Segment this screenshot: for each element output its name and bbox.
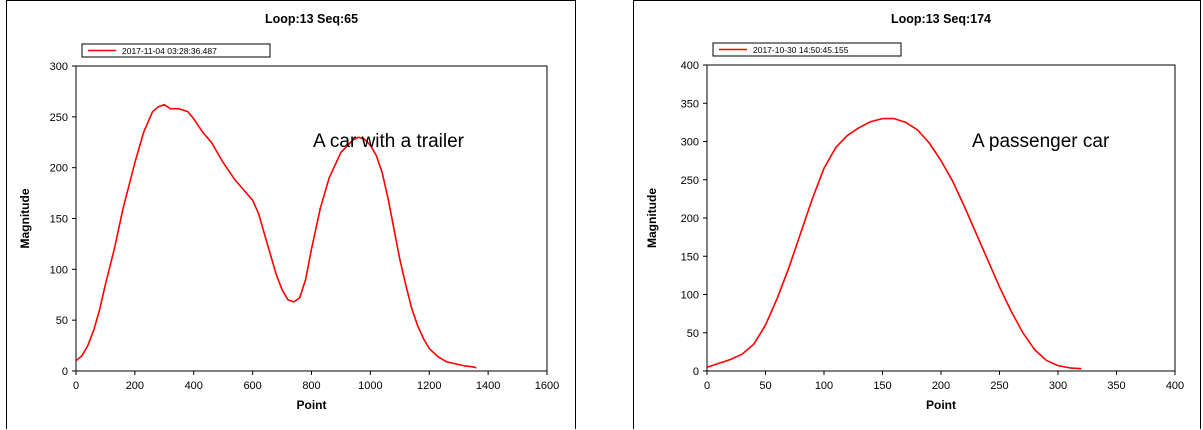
x-tick-label: 350 [1107, 380, 1125, 392]
y-tick-label: 100 [50, 264, 68, 276]
y-tick-label: 0 [62, 366, 68, 378]
y-tick-label: 100 [681, 290, 699, 302]
x-tick-label: 1400 [476, 380, 500, 392]
y-tick-label: 400 [681, 60, 699, 72]
y-axis-label: Magnitude [645, 188, 659, 248]
chart-title: Loop:13 Seq:174 [891, 12, 991, 26]
legend-box [712, 42, 902, 57]
x-tick-label: 400 [1166, 380, 1184, 392]
x-axis-label: Point [926, 398, 956, 412]
y-tick-label: 250 [681, 175, 699, 187]
x-tick-label: 1000 [358, 380, 382, 392]
chart-panel-right: Loop:13 Seq:174 0 50 100 150 200 250 300 350 400 0… [633, 0, 1201, 429]
y-tick-label: 150 [681, 251, 699, 263]
y-axis-label: Magnitude [18, 188, 32, 248]
y-tick-label: 300 [50, 61, 68, 73]
x-tick-label: 0 [704, 380, 710, 392]
x-tick-label: 150 [873, 380, 891, 392]
y-tick-label: 300 [681, 137, 699, 149]
chart-annotation: A car with a trailer [313, 131, 465, 152]
series-line [75, 103, 477, 369]
x-tick-label: 800 [302, 380, 320, 392]
chart-panel-left: Loop:13 Seq:65 0 200 400 600 800 1000 1200 1400 1… [6, 0, 576, 429]
legend-entry: 2017-10-30 14:50:45.155 [753, 45, 849, 55]
plot-frame [75, 65, 548, 372]
x-tick-label: 200 [932, 380, 950, 392]
plot-frame [706, 64, 1176, 372]
legend-box [81, 43, 271, 58]
y-tick-label: 50 [687, 328, 699, 340]
x-tick-label: 600 [243, 380, 261, 392]
chart-title: Loop:13 Seq:65 [265, 12, 358, 26]
chart-annotation: A passenger car [972, 131, 1110, 152]
x-axis-label: Point [297, 398, 327, 412]
x-tick-label: 400 [185, 380, 203, 392]
x-tick-label: 250 [990, 380, 1008, 392]
x-tick-label: 1600 [535, 380, 559, 392]
x-tick-label: 50 [759, 380, 771, 392]
y-tick-label: 150 [50, 214, 68, 226]
chart-car-with-trailer: Loop:13 Seq:650 200 400 600 800 1000 1200 1400 1… [18, 12, 559, 412]
x-tick-label: 300 [1049, 380, 1067, 392]
y-tick-label: 50 [56, 315, 68, 327]
x-tick-label: 1200 [417, 380, 441, 392]
legend-entry: 2017-11-04 03:28:36.487 [122, 46, 217, 56]
x-tick-label: 0 [73, 380, 79, 392]
y-tick-label: 250 [50, 112, 68, 124]
x-tick-label: 100 [815, 380, 833, 392]
y-tick-label: 200 [681, 213, 699, 225]
chart-passenger-car: Loop:13 Seq:174 0 50 100 150 200 250 300 350 400 0… [645, 12, 1184, 412]
y-tick-label: 350 [681, 98, 699, 110]
series-line [706, 117, 1082, 370]
y-tick-label: 200 [50, 163, 68, 175]
x-tick-label: 200 [126, 380, 144, 392]
y-tick-label: 0 [693, 366, 699, 378]
